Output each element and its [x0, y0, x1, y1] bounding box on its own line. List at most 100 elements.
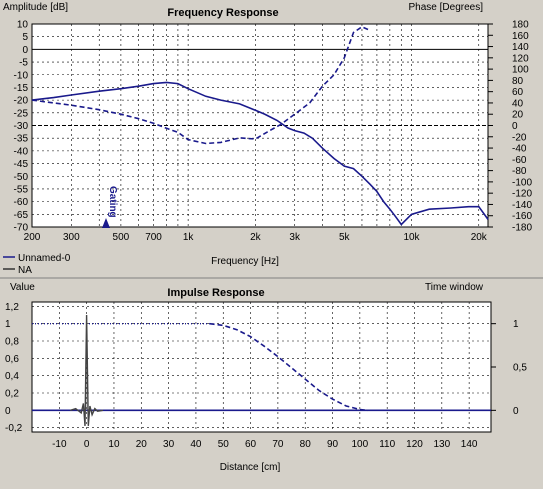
legend-item-na[interactable]: NA: [3, 265, 32, 276]
freq-right-axis-label: Phase [Degrees]: [409, 2, 484, 13]
freq-x-tick-label: 200: [24, 232, 41, 243]
impulse-gridlines: [32, 302, 491, 432]
frequency-response-panel: 1050-5-10-15-20-25-30-35-40-45-50-55-60-…: [3, 2, 532, 276]
freq-right-tick-label: -100: [512, 177, 532, 188]
impulse-right-axis-ticks: 10,50: [491, 319, 527, 417]
gating-marker[interactable]: Gating: [102, 186, 118, 228]
impulse-right-tick-label: 1: [513, 319, 519, 330]
impulse-x-tick-label: 40: [190, 439, 202, 450]
freq-chart-title: Frequency Response: [167, 7, 278, 19]
freq-left-tick-label: -55: [14, 184, 29, 195]
freq-left-tick-label: 0: [22, 45, 28, 56]
freq-right-tick-label: -140: [512, 200, 532, 211]
impulse-left-axis-ticks: 1,2 1 0,8 0,6 0,4 0,2 0 -0,2: [5, 302, 23, 434]
impulse-x-tick-label: -10: [52, 439, 67, 450]
impulse-left-tick-label: 0,8: [5, 337, 19, 348]
freq-x-tick-label: 3k: [289, 232, 301, 243]
freq-right-tick-label: -120: [512, 189, 532, 200]
freq-left-tick-label: -20: [14, 96, 29, 107]
freq-left-tick-label: -70: [14, 223, 29, 234]
impulse-left-tick-label: 0,2: [5, 389, 19, 400]
freq-series: [31, 25, 489, 226]
freq-right-tick-label: 40: [512, 98, 524, 109]
freq-right-tick-label: -20: [512, 132, 527, 143]
impulse-right-axis-label: Time window: [425, 282, 484, 293]
freq-left-tick-label: 5: [22, 32, 28, 43]
impulse-right-tick-label: 0: [513, 406, 519, 417]
freq-left-tick-label: -15: [14, 83, 29, 94]
impulse-x-axis-ticks: -10 0 10 20 30 40 50 60 70 80 90 100 110 120 130 140: [52, 439, 478, 450]
freq-series-line-amplitude: [31, 81, 489, 226]
impulse-x-axis-label: Distance [cm]: [220, 462, 281, 473]
impulse-left-tick-label: 0,4: [5, 371, 19, 382]
freq-x-tick-label: 1k: [183, 232, 195, 243]
gating-marker-arrow: [102, 218, 110, 228]
freq-right-tick-label: -40: [512, 144, 527, 155]
freq-left-tick-label: -10: [14, 70, 29, 81]
freq-right-tick-label: -60: [512, 155, 527, 166]
freq-series-line-phase: [31, 25, 369, 145]
impulse-x-tick-label: 90: [327, 439, 339, 450]
freq-right-tick-label: -180: [512, 223, 532, 234]
freq-x-tick-label: 500: [113, 232, 130, 243]
impulse-left-tick-label: 1,2: [5, 302, 19, 313]
impulse-left-tick-label: 0,6: [5, 354, 19, 365]
freq-right-tick-label: 140: [512, 42, 529, 53]
freq-right-axis-ticks: 180160140120100806040200-20-40-60-80-100…: [488, 20, 532, 234]
impulse-x-tick-label: 80: [300, 439, 312, 450]
freq-right-tick-label: 180: [512, 20, 529, 31]
freq-x-tick-label: 10k: [403, 232, 420, 243]
impulse-x-tick-label: 60: [245, 439, 257, 450]
impulse-plot-area[interactable]: [31, 301, 492, 433]
impulse-left-axis-label: Value: [10, 282, 35, 293]
time-window-curve: [209, 322, 369, 412]
freq-left-tick-label: -60: [14, 197, 29, 208]
freq-right-tick-label: -160: [512, 211, 532, 222]
impulse-x-tick-label: 20: [136, 439, 148, 450]
freq-left-tick-label: -65: [14, 210, 29, 221]
impulse-x-tick-label: 0: [84, 439, 90, 450]
freq-left-tick-label: -5: [19, 58, 28, 69]
impulse-trace: [70, 314, 104, 426]
freq-x-axis-ticks: 200 300 500 700 1k 2k 3k 5k 10k 20k: [24, 232, 488, 243]
gating-marker-label: Gating: [107, 186, 118, 218]
impulse-response-panel: 1,210,80,60,40,20-0,2 10,50 -10 0 10 20 30 40…: [5, 282, 527, 473]
freq-x-axis-label: Frequency [Hz]: [211, 256, 279, 267]
impulse-chart-title: Impulse Response: [167, 287, 264, 299]
impulse-x-tick-label: 30: [163, 439, 175, 450]
impulse-left-tick-label: 0: [5, 406, 11, 417]
freq-left-axis-label: Amplitude [dB]: [3, 2, 68, 13]
freq-right-tick-label: 20: [512, 110, 524, 121]
freq-right-tick-label: 100: [512, 65, 529, 76]
freq-left-tick-label: -40: [14, 146, 29, 157]
freq-x-tick-label: 20k: [471, 232, 488, 243]
impulse-x-tick-label: 130: [433, 439, 450, 450]
freq-x-tick-label: 300: [63, 232, 80, 243]
freq-left-tick-label: 10: [17, 20, 29, 31]
impulse-x-tick-label: 120: [406, 439, 423, 450]
freq-x-tick-label: 2k: [250, 232, 262, 243]
freq-left-tick-label: -25: [14, 108, 29, 119]
legend-label: Unnamed-0: [18, 253, 71, 264]
freq-x-tick-label: 700: [145, 232, 162, 243]
impulse-x-tick-label: 70: [272, 439, 284, 450]
freq-right-tick-label: 80: [512, 76, 524, 87]
impulse-x-tick-label: 140: [461, 439, 478, 450]
freq-left-tick-label: -45: [14, 159, 29, 170]
freq-right-tick-label: 160: [512, 31, 529, 42]
impulse-series: [32, 314, 491, 426]
impulse-x-tick-label: 50: [218, 439, 230, 450]
legend: Unnamed-0 NA: [3, 253, 71, 276]
freq-x-tick-label: 5k: [339, 232, 351, 243]
freq-right-tick-label: 120: [512, 53, 529, 64]
impulse-left-tick-label: -0,2: [5, 423, 23, 434]
legend-label: NA: [18, 265, 32, 276]
impulse-right-tick-label: 0,5: [513, 363, 527, 374]
impulse-x-tick-label: 100: [352, 439, 369, 450]
freq-left-tick-label: -50: [14, 172, 29, 183]
freq-right-tick-label: -80: [512, 166, 527, 177]
legend-item-unnamed-0[interactable]: Unnamed-0: [3, 253, 71, 264]
freq-right-tick-label: 60: [512, 87, 524, 98]
